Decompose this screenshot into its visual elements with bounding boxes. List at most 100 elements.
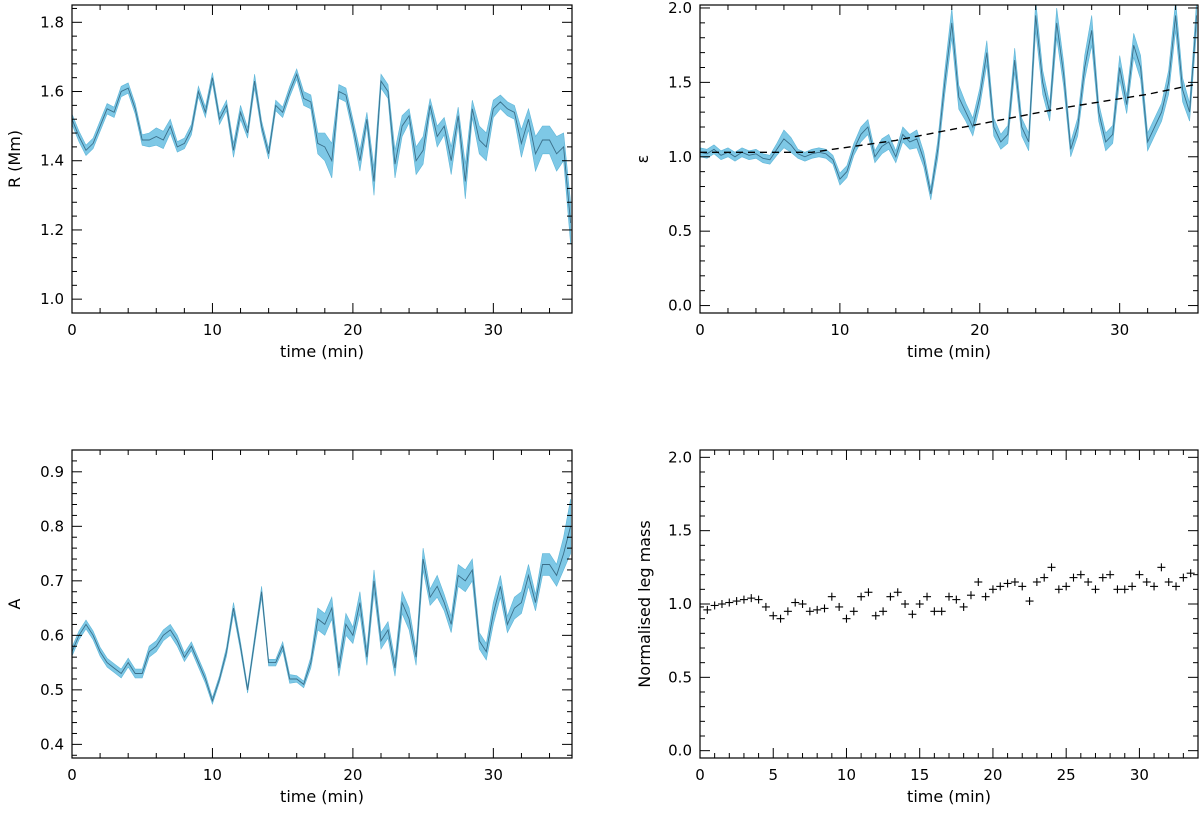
y-tick-label: 0.0: [668, 297, 692, 315]
y-tick-label: 2.0: [668, 0, 692, 17]
axes-frame: [71, 4, 573, 314]
data-point: [952, 595, 961, 604]
data-point: [1076, 570, 1085, 579]
data-point: [915, 600, 924, 608]
data-point: [1172, 582, 1181, 591]
y-tick-label: 0.0: [668, 742, 692, 760]
x-tick-label: 10: [203, 766, 222, 784]
data-point: [827, 592, 836, 601]
data-point: [1025, 597, 1034, 606]
data-point: [820, 604, 829, 613]
data-point: [871, 611, 880, 620]
y-tick-label: 0.9: [40, 463, 64, 481]
panel-leg-mass: 0 5 10 15 20 25 30 0.0 0.5 1.0 1.5 2.0 time (min) Nor…: [635, 448, 1199, 806]
y-axis-label: R (Mm): [5, 130, 24, 188]
data-point: [754, 595, 763, 604]
y-tick-label: 0.7: [40, 572, 64, 590]
data-point: [1098, 573, 1107, 582]
panel-epsilon: 0 10 20 30 0.0 0.5 1.0 1.5 2.0 time (min) ε: [633, 0, 1199, 361]
series-line: [72, 526, 572, 703]
data-point: [981, 592, 990, 601]
y-tick-label: 1.2: [40, 221, 64, 239]
data-point: [835, 602, 844, 611]
data-point: [966, 591, 975, 600]
panel-radius: 0 10 20 30 1.0 1.2 1.4 1.6 1.8 time (min) R (Mm): [5, 4, 573, 361]
plot-area: [700, 563, 1195, 623]
data-point: [747, 594, 756, 603]
data-point: [805, 607, 814, 616]
y-tick-label: 0.4: [40, 735, 64, 753]
y-tick-label: 1.0: [668, 595, 692, 613]
data-point: [1091, 585, 1100, 594]
data-point: [1062, 582, 1071, 591]
data-point: [988, 585, 997, 594]
data-point: [1084, 578, 1093, 586]
x-axis-label: time (min): [907, 787, 991, 806]
x-tick-label: 5: [768, 766, 778, 784]
data-point: [1142, 578, 1151, 586]
uncertainty-band: [72, 68, 571, 244]
y-axis-label: Normalised leg mass: [635, 520, 654, 687]
uncertainty-band: [72, 499, 571, 705]
y-tick-label: 0.8: [40, 517, 64, 535]
data-point: [769, 611, 778, 620]
data-point: [857, 592, 866, 601]
data-point: [761, 602, 770, 611]
data-point: [945, 592, 953, 601]
x-tick-label: 15: [910, 766, 929, 784]
x-axis-label: time (min): [280, 787, 364, 806]
trend-fit-line: [700, 83, 1198, 153]
x-axis-label: time (min): [907, 342, 991, 361]
data-point: [1157, 563, 1166, 572]
data-point: [1135, 570, 1144, 579]
data-point: [1003, 579, 1012, 588]
x-tick-label: 30: [484, 766, 503, 784]
data-point: [1120, 585, 1129, 594]
data-point: [717, 600, 726, 608]
data-point: [923, 592, 932, 601]
series-line: [72, 72, 572, 224]
data-point: [886, 592, 895, 601]
x-tick-label: 10: [830, 321, 849, 339]
data-point: [703, 605, 712, 614]
y-tick-label: 1.8: [40, 13, 64, 31]
data-point: [1179, 573, 1188, 582]
data-point: [739, 595, 748, 604]
x-tick-label: 25: [1057, 766, 1076, 784]
data-point: [1040, 573, 1049, 582]
data-point: [908, 610, 917, 619]
data-point: [1047, 563, 1056, 572]
y-tick-label: 0.6: [40, 626, 64, 644]
axes-frame: [699, 4, 1199, 314]
data-point: [1032, 578, 1041, 586]
uncertainty-band: [700, 5, 1197, 200]
x-tick-label: 10: [837, 766, 856, 784]
data-point: [700, 602, 704, 611]
plot-area: [72, 68, 572, 244]
data-point: [879, 607, 888, 616]
data-point: [783, 607, 792, 616]
data-point: [791, 598, 800, 607]
data-point: [1164, 578, 1173, 586]
panel-amplitude: 0 10 20 30 0.4 0.5 0.6 0.7 0.8 0.9 time (min) A: [5, 449, 573, 806]
data-point: [1106, 570, 1115, 579]
data-point: [849, 607, 858, 616]
data-point: [937, 607, 946, 616]
x-tick-label: 10: [203, 321, 222, 339]
data-point: [974, 578, 983, 586]
data-point: [893, 588, 902, 597]
axes-frame: [699, 449, 1199, 759]
y-tick-label: 1.5: [668, 73, 692, 91]
x-tick-label: 20: [343, 321, 362, 339]
y-tick-label: 1.0: [40, 290, 64, 308]
y-axis-label: A: [5, 598, 24, 609]
data-point: [710, 601, 719, 610]
data-point: [725, 598, 734, 607]
data-point: [1010, 578, 1019, 586]
data-point: [864, 588, 873, 597]
data-point: [776, 614, 785, 623]
data-point: [1113, 585, 1122, 594]
y-axis-label: ε: [633, 155, 652, 164]
y-tick-label: 0.5: [40, 681, 64, 699]
